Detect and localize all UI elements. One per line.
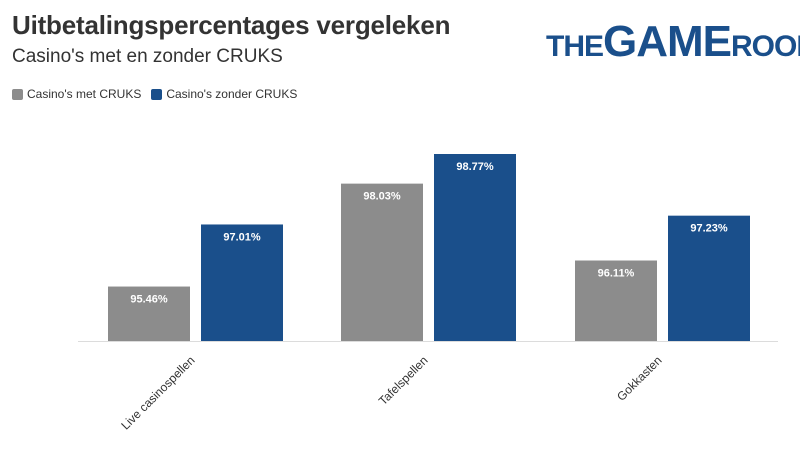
x-tick-label-2: Gokkasten: [614, 353, 664, 403]
chart-subtitle: Casino's met en zonder CRUKS: [12, 46, 283, 67]
bar-2-0[interactable]: [575, 260, 657, 341]
bar-label-0-1: 97.01%: [223, 231, 261, 243]
bar-label-1-1: 98.77%: [456, 161, 494, 173]
legend-label-with-cruks: Casino's met CRUKS: [27, 87, 142, 101]
legend-item-with-cruks[interactable]: Casino's met CRUKS: [12, 87, 141, 101]
bar-label-2-1: 97.23%: [690, 223, 728, 235]
legend: Casino's met CRUKS Casino's zonder CRUKS: [12, 87, 307, 101]
bar-2-1[interactable]: [668, 215, 750, 341]
bar-label-2-0: 96.11%: [598, 268, 635, 280]
thegameroom-logo: THEGAMEROOM: [546, 20, 800, 64]
logo-part-game: GAME: [603, 17, 732, 66]
bar-1-0[interactable]: [341, 183, 423, 341]
legend-label-without-cruks: Casino's zonder CRUKS: [166, 87, 298, 101]
bar-label-1-0: 98.03%: [363, 191, 401, 203]
bar-1-1[interactable]: [434, 154, 516, 341]
legend-swatch-with-cruks: [12, 88, 23, 100]
logo-part-the: THE: [546, 30, 604, 63]
bar-0-0[interactable]: [108, 286, 190, 341]
x-tick-label-1: Tafelspellen: [376, 353, 431, 408]
bar-0-1[interactable]: [201, 224, 283, 341]
chart-title: Uitbetalingspercentages vergeleken: [12, 10, 451, 40]
x-tick-label-0: Live casinospellen: [118, 353, 197, 432]
legend-item-without-cruks[interactable]: Casino's zonder CRUKS: [151, 87, 297, 101]
bar-label-0-0: 95.46%: [130, 294, 168, 306]
logo-part-room: ROOM: [731, 30, 800, 63]
legend-swatch-without-cruks: [151, 88, 163, 100]
